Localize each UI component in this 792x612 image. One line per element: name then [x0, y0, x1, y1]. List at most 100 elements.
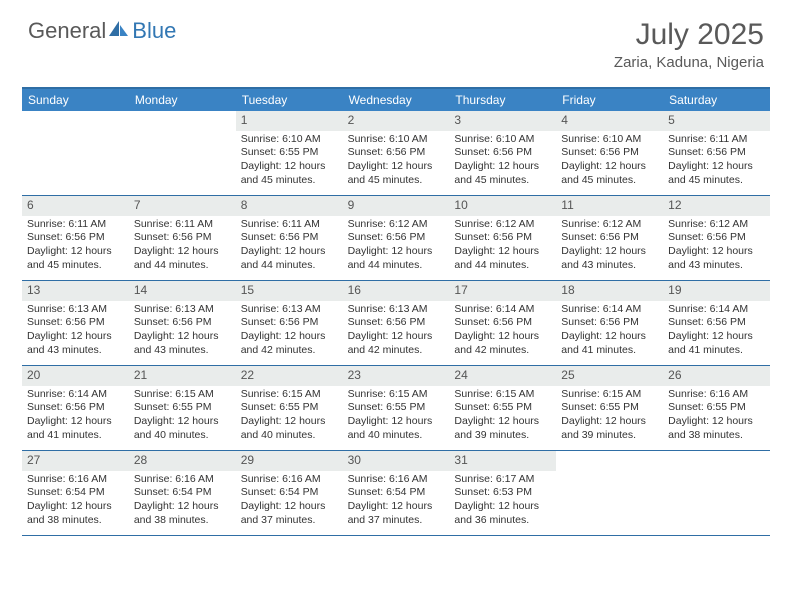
day-body: Sunrise: 6:13 AMSunset: 6:56 PMDaylight:…	[129, 301, 236, 362]
sunrise-line: Sunrise: 6:16 AM	[241, 473, 338, 487]
sunset-line: Sunset: 6:55 PM	[454, 401, 551, 415]
day-cell: 31Sunrise: 6:17 AMSunset: 6:53 PMDayligh…	[449, 451, 556, 535]
sunrise-line: Sunrise: 6:14 AM	[454, 303, 551, 317]
sunset-line: Sunset: 6:53 PM	[454, 486, 551, 500]
day-cell: 25Sunrise: 6:15 AMSunset: 6:55 PMDayligh…	[556, 366, 663, 450]
daylight-line: Daylight: 12 hours and 45 minutes.	[348, 160, 445, 187]
daylight-line: Daylight: 12 hours and 40 minutes.	[348, 415, 445, 442]
day-number: 19	[663, 281, 770, 301]
location-text: Zaria, Kaduna, Nigeria	[614, 54, 764, 71]
day-body: Sunrise: 6:13 AMSunset: 6:56 PMDaylight:…	[22, 301, 129, 362]
day-cell: 17Sunrise: 6:14 AMSunset: 6:56 PMDayligh…	[449, 281, 556, 365]
day-number: 18	[556, 281, 663, 301]
sunset-line: Sunset: 6:56 PM	[668, 146, 765, 160]
day-cell: 28Sunrise: 6:16 AMSunset: 6:54 PMDayligh…	[129, 451, 236, 535]
sunset-line: Sunset: 6:55 PM	[241, 401, 338, 415]
day-body: Sunrise: 6:14 AMSunset: 6:56 PMDaylight:…	[663, 301, 770, 362]
week-row: 6Sunrise: 6:11 AMSunset: 6:56 PMDaylight…	[22, 196, 770, 281]
sunset-line: Sunset: 6:56 PM	[27, 316, 124, 330]
sunset-line: Sunset: 6:56 PM	[348, 316, 445, 330]
day-number: 6	[22, 196, 129, 216]
sunrise-line: Sunrise: 6:10 AM	[241, 133, 338, 147]
day-cell: 9Sunrise: 6:12 AMSunset: 6:56 PMDaylight…	[343, 196, 450, 280]
dow-cell: Thursday	[449, 89, 556, 111]
sunrise-line: Sunrise: 6:10 AM	[561, 133, 658, 147]
sunset-line: Sunset: 6:56 PM	[668, 316, 765, 330]
day-body: Sunrise: 6:12 AMSunset: 6:56 PMDaylight:…	[663, 216, 770, 277]
sunrise-line: Sunrise: 6:16 AM	[27, 473, 124, 487]
daylight-line: Daylight: 12 hours and 42 minutes.	[348, 330, 445, 357]
dow-cell: Saturday	[663, 89, 770, 111]
day-body: Sunrise: 6:15 AMSunset: 6:55 PMDaylight:…	[556, 386, 663, 447]
day-number: 25	[556, 366, 663, 386]
sunset-line: Sunset: 6:54 PM	[241, 486, 338, 500]
sunset-line: Sunset: 6:56 PM	[134, 231, 231, 245]
sunset-line: Sunset: 6:56 PM	[27, 401, 124, 415]
calendar: SundayMondayTuesdayWednesdayThursdayFrid…	[22, 87, 770, 536]
sunrise-line: Sunrise: 6:13 AM	[241, 303, 338, 317]
sunrise-line: Sunrise: 6:15 AM	[348, 388, 445, 402]
day-cell: 30Sunrise: 6:16 AMSunset: 6:54 PMDayligh…	[343, 451, 450, 535]
day-body: Sunrise: 6:14 AMSunset: 6:56 PMDaylight:…	[449, 301, 556, 362]
week-row: 1Sunrise: 6:10 AMSunset: 6:55 PMDaylight…	[22, 111, 770, 196]
sunrise-line: Sunrise: 6:13 AM	[27, 303, 124, 317]
day-number: 20	[22, 366, 129, 386]
day-number: 27	[22, 451, 129, 471]
daylight-line: Daylight: 12 hours and 45 minutes.	[454, 160, 551, 187]
daylight-line: Daylight: 12 hours and 40 minutes.	[134, 415, 231, 442]
day-number: 21	[129, 366, 236, 386]
daylight-line: Daylight: 12 hours and 37 minutes.	[348, 500, 445, 527]
sunset-line: Sunset: 6:56 PM	[27, 231, 124, 245]
day-body: Sunrise: 6:16 AMSunset: 6:54 PMDaylight:…	[343, 471, 450, 532]
week-row: 27Sunrise: 6:16 AMSunset: 6:54 PMDayligh…	[22, 451, 770, 536]
day-body: Sunrise: 6:16 AMSunset: 6:54 PMDaylight:…	[236, 471, 343, 532]
daylight-line: Daylight: 12 hours and 43 minutes.	[134, 330, 231, 357]
day-number: 17	[449, 281, 556, 301]
daylight-line: Daylight: 12 hours and 45 minutes.	[241, 160, 338, 187]
day-number: 9	[343, 196, 450, 216]
day-cell: 23Sunrise: 6:15 AMSunset: 6:55 PMDayligh…	[343, 366, 450, 450]
sunrise-line: Sunrise: 6:15 AM	[241, 388, 338, 402]
day-body: Sunrise: 6:14 AMSunset: 6:56 PMDaylight:…	[556, 301, 663, 362]
day-number: 12	[663, 196, 770, 216]
sunrise-line: Sunrise: 6:15 AM	[454, 388, 551, 402]
dow-cell: Friday	[556, 89, 663, 111]
sunrise-line: Sunrise: 6:12 AM	[348, 218, 445, 232]
day-cell: 21Sunrise: 6:15 AMSunset: 6:55 PMDayligh…	[129, 366, 236, 450]
sunrise-line: Sunrise: 6:12 AM	[668, 218, 765, 232]
day-body: Sunrise: 6:16 AMSunset: 6:55 PMDaylight:…	[663, 386, 770, 447]
sunset-line: Sunset: 6:56 PM	[454, 146, 551, 160]
day-number: 5	[663, 111, 770, 131]
day-number: 16	[343, 281, 450, 301]
day-of-week-header: SundayMondayTuesdayWednesdayThursdayFrid…	[22, 89, 770, 111]
day-number: 15	[236, 281, 343, 301]
sunrise-line: Sunrise: 6:11 AM	[134, 218, 231, 232]
daylight-line: Daylight: 12 hours and 36 minutes.	[454, 500, 551, 527]
day-cell: 24Sunrise: 6:15 AMSunset: 6:55 PMDayligh…	[449, 366, 556, 450]
daylight-line: Daylight: 12 hours and 38 minutes.	[27, 500, 124, 527]
week-row: 13Sunrise: 6:13 AMSunset: 6:56 PMDayligh…	[22, 281, 770, 366]
logo: General Blue	[28, 18, 176, 44]
sunrise-line: Sunrise: 6:15 AM	[134, 388, 231, 402]
daylight-line: Daylight: 12 hours and 39 minutes.	[454, 415, 551, 442]
daylight-line: Daylight: 12 hours and 43 minutes.	[27, 330, 124, 357]
day-number: 4	[556, 111, 663, 131]
sunset-line: Sunset: 6:55 PM	[668, 401, 765, 415]
sunset-line: Sunset: 6:56 PM	[561, 146, 658, 160]
day-body: Sunrise: 6:15 AMSunset: 6:55 PMDaylight:…	[236, 386, 343, 447]
day-cell: 14Sunrise: 6:13 AMSunset: 6:56 PMDayligh…	[129, 281, 236, 365]
day-number: 22	[236, 366, 343, 386]
sunset-line: Sunset: 6:56 PM	[348, 231, 445, 245]
sunrise-line: Sunrise: 6:13 AM	[348, 303, 445, 317]
day-number: 11	[556, 196, 663, 216]
day-body: Sunrise: 6:15 AMSunset: 6:55 PMDaylight:…	[449, 386, 556, 447]
day-body: Sunrise: 6:16 AMSunset: 6:54 PMDaylight:…	[22, 471, 129, 532]
day-cell	[663, 451, 770, 535]
sunset-line: Sunset: 6:56 PM	[668, 231, 765, 245]
sunrise-line: Sunrise: 6:16 AM	[134, 473, 231, 487]
logo-sail-icon	[108, 19, 130, 44]
day-body: Sunrise: 6:15 AMSunset: 6:55 PMDaylight:…	[343, 386, 450, 447]
sunrise-line: Sunrise: 6:11 AM	[27, 218, 124, 232]
daylight-line: Daylight: 12 hours and 37 minutes.	[241, 500, 338, 527]
day-body: Sunrise: 6:11 AMSunset: 6:56 PMDaylight:…	[663, 131, 770, 192]
